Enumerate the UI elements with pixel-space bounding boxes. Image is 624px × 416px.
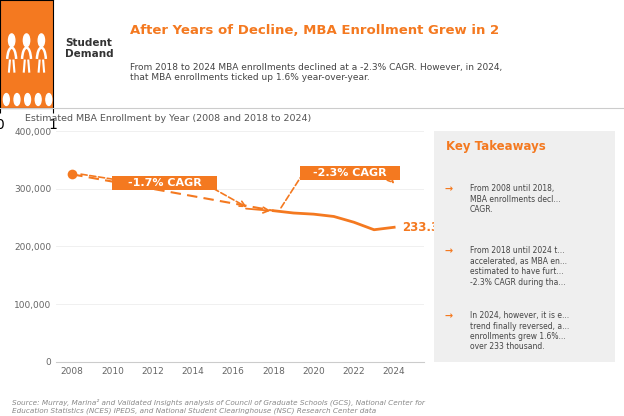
Text: Student
Demand: Student Demand <box>65 38 113 59</box>
Text: →: → <box>444 246 452 257</box>
Circle shape <box>23 34 30 47</box>
Circle shape <box>38 34 44 47</box>
Circle shape <box>36 94 41 105</box>
Text: In 2024, however, it is e...
trend finally reversed, a...
enrollments grew 1.6%.: In 2024, however, it is e... trend final… <box>470 311 569 352</box>
Text: -1.7% CAGR: -1.7% CAGR <box>128 178 202 188</box>
Text: 233.3k: 233.3k <box>402 221 447 234</box>
Text: Key Takeaways: Key Takeaways <box>446 140 546 153</box>
Text: After Years of Decline, MBA Enrollment Grew in 2: After Years of Decline, MBA Enrollment G… <box>130 24 499 37</box>
FancyBboxPatch shape <box>112 176 217 190</box>
Circle shape <box>9 34 15 47</box>
FancyBboxPatch shape <box>428 124 620 369</box>
Circle shape <box>46 94 52 105</box>
Text: From 2018 until 2024 t...
accelerated, as MBA en...
estimated to have furt...
-2: From 2018 until 2024 t... accelerated, a… <box>470 246 567 287</box>
Circle shape <box>25 94 31 105</box>
Text: -2.3% CAGR: -2.3% CAGR <box>313 168 387 178</box>
Text: Source: Murray, Marina² and Validated Insights analysis of Council of Graduate S: Source: Murray, Marina² and Validated In… <box>12 399 426 414</box>
Circle shape <box>4 94 9 105</box>
Text: Estimated MBA Enrollment by Year (2008 and 2018 to 2024): Estimated MBA Enrollment by Year (2008 a… <box>25 114 311 124</box>
Text: From 2008 until 2018,
MBA enrollments decl...
CAGR.: From 2008 until 2018, MBA enrollments de… <box>470 184 560 214</box>
Text: From 2018 to 2024 MBA enrollments declined at a -2.3% CAGR. However, in 2024,
th: From 2018 to 2024 MBA enrollments declin… <box>130 63 502 82</box>
Text: →: → <box>444 311 452 321</box>
Text: →: → <box>444 184 452 194</box>
FancyBboxPatch shape <box>300 166 400 180</box>
Circle shape <box>14 94 20 105</box>
